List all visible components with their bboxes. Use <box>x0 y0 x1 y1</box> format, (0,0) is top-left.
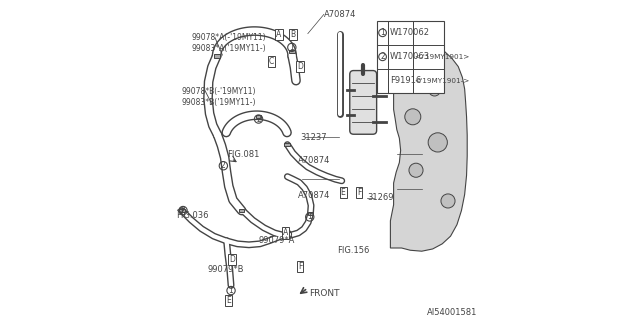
Circle shape <box>441 194 455 208</box>
Text: 31269: 31269 <box>367 193 394 202</box>
Bar <box>289 50 295 53</box>
Text: D: D <box>229 255 235 264</box>
Circle shape <box>405 109 421 125</box>
Text: 1: 1 <box>285 230 290 239</box>
Text: 1: 1 <box>289 43 294 52</box>
Circle shape <box>429 84 440 96</box>
Text: A: A <box>276 30 282 39</box>
Text: W170063: W170063 <box>390 52 430 61</box>
Text: <-'19MY1901>: <-'19MY1901> <box>415 54 470 60</box>
Bar <box>377 21 445 93</box>
Text: 99083*A('19MY11-): 99083*A('19MY11-) <box>191 44 266 53</box>
Text: 1: 1 <box>307 212 312 221</box>
Text: E: E <box>340 188 346 197</box>
Text: F: F <box>357 188 361 197</box>
Circle shape <box>409 163 423 177</box>
Text: E: E <box>227 296 231 305</box>
Text: 99078*B(-'19MY11): 99078*B(-'19MY11) <box>182 87 256 96</box>
Text: FIG.156: FIG.156 <box>337 246 369 255</box>
Text: D: D <box>297 62 303 71</box>
Text: <'19MY1901->: <'19MY1901-> <box>415 78 470 84</box>
Text: A: A <box>283 228 288 237</box>
Text: 31237: 31237 <box>300 133 327 142</box>
Text: FRONT: FRONT <box>309 289 340 298</box>
Text: 2: 2 <box>256 115 261 124</box>
Text: 99078*A(-'19MY11): 99078*A(-'19MY11) <box>191 33 266 42</box>
Text: C: C <box>269 57 274 66</box>
Bar <box>239 209 244 212</box>
Text: A70874: A70874 <box>298 156 330 164</box>
FancyBboxPatch shape <box>349 71 376 134</box>
Text: 99079*B: 99079*B <box>207 265 244 274</box>
Bar <box>256 115 262 118</box>
Text: FIG.081: FIG.081 <box>227 150 260 159</box>
Text: 2: 2 <box>380 52 385 61</box>
Polygon shape <box>390 44 467 251</box>
Text: 99083*B('19MY11-): 99083*B('19MY11-) <box>182 98 256 107</box>
Text: 2: 2 <box>180 206 186 215</box>
Text: A70874: A70874 <box>298 191 330 200</box>
Bar <box>179 209 184 212</box>
Bar <box>285 143 291 146</box>
Text: FIG.036: FIG.036 <box>176 211 209 220</box>
Text: AI54001581: AI54001581 <box>428 308 477 317</box>
Text: 2: 2 <box>221 161 226 170</box>
Text: B: B <box>290 30 296 39</box>
Text: 99079*A: 99079*A <box>259 236 295 245</box>
Bar <box>214 54 220 58</box>
Bar <box>307 212 314 215</box>
Text: 1: 1 <box>380 28 385 37</box>
Text: F: F <box>298 262 302 271</box>
Circle shape <box>428 133 447 152</box>
Text: W170062: W170062 <box>390 28 430 37</box>
Text: F91916: F91916 <box>390 76 421 85</box>
Text: A70874: A70874 <box>324 10 356 19</box>
Text: 1: 1 <box>228 286 234 295</box>
